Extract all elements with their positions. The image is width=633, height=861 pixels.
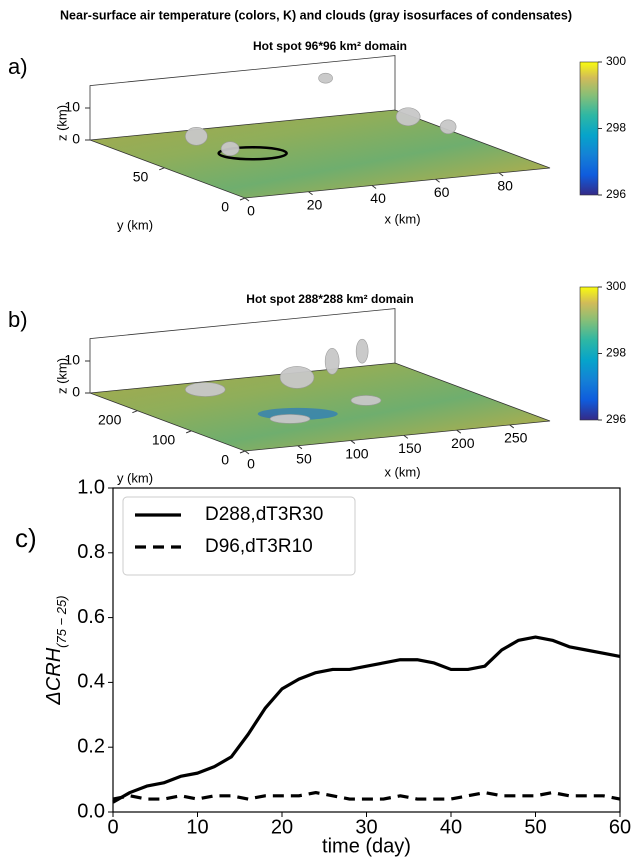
x-axis-label: time (day) <box>322 835 411 857</box>
y-tick-label: 0.0 <box>77 800 105 822</box>
x-tick-label: 150 <box>398 440 422 456</box>
x-tick-label: 80 <box>497 178 513 194</box>
colorbar <box>579 286 599 421</box>
colorbar <box>579 61 599 196</box>
y-tick <box>239 450 246 454</box>
x-tick <box>308 191 313 196</box>
x-tick <box>371 185 377 189</box>
x-tick <box>350 440 356 444</box>
cloud <box>220 141 240 156</box>
box-edge <box>89 308 396 393</box>
x-tick-label: 0 <box>247 456 255 472</box>
x-tick-label: 60 <box>434 184 450 200</box>
panel-label: c) <box>15 523 37 553</box>
y-tick-label: 100 <box>152 432 176 448</box>
x-tick-label: 40 <box>440 816 462 838</box>
z-tick-label: 0 <box>72 384 80 400</box>
x-tick-label: 0 <box>247 203 255 219</box>
plot-frame <box>112 487 621 813</box>
cloud <box>324 348 340 375</box>
cloud <box>350 395 382 406</box>
cloud <box>318 72 333 84</box>
y-axis-label: y (km) <box>117 217 153 232</box>
z-axis-label: z (km) <box>54 105 69 141</box>
panel-title: Hot spot 96*96 km² domain <box>253 39 407 53</box>
x-tick <box>297 445 303 450</box>
x-tick-label: 100 <box>345 445 369 461</box>
x-axis-label: x (km) <box>384 464 420 479</box>
x-tick-label: 50 <box>296 450 312 466</box>
x-tick <box>403 434 409 439</box>
x-tick-label: 0 <box>107 816 118 838</box>
x-tick-label: 20 <box>271 816 293 838</box>
x-tick-label: 50 <box>524 816 546 838</box>
cloud <box>185 127 208 146</box>
colorbar-tick-label: 300 <box>606 54 626 68</box>
y-tick-label: 200 <box>98 411 122 427</box>
x-tick <box>244 450 250 455</box>
x-tick-label: 250 <box>504 430 528 446</box>
x-tick-label: 200 <box>451 435 475 451</box>
panel-label: a) <box>8 54 28 79</box>
cloud <box>269 414 311 424</box>
colorbar-tick-label: 296 <box>606 187 626 201</box>
x-tick <box>509 424 515 429</box>
cloud <box>355 338 369 364</box>
cloud <box>439 119 457 135</box>
y-tick-label: 0.6 <box>77 606 105 628</box>
y-tick <box>159 167 165 171</box>
y-axis-label: y (km) <box>117 470 153 485</box>
y-tick-label: 50 <box>133 168 149 184</box>
x-tick-label: 30 <box>355 816 377 838</box>
box-edge <box>89 55 396 140</box>
z-tick-label: 10 <box>64 99 80 115</box>
y-tick-label: 1.0 <box>77 476 105 498</box>
y-tick <box>132 410 138 414</box>
y-tick-label: 0 <box>221 199 229 215</box>
cloud <box>184 382 226 397</box>
z-tick-label: 0 <box>72 131 80 147</box>
hot-spot-ring <box>217 146 288 161</box>
y-tick-label: 0.8 <box>77 541 105 563</box>
y-tick-label: 0 <box>221 452 229 468</box>
cloud <box>279 366 315 389</box>
series-line <box>112 790 621 801</box>
x-tick-label: 40 <box>370 190 386 206</box>
y-tick <box>239 197 246 201</box>
y-axis-label-main: ΔCRH <box>43 647 65 705</box>
x-tick <box>498 172 504 177</box>
x-tick <box>244 197 250 202</box>
colorbar-tick-label: 298 <box>606 121 626 135</box>
z-axis-label: z (km) <box>54 358 69 394</box>
y-axis-label: ΔCRH(75 − 25) <box>43 595 69 705</box>
floor-surface <box>89 109 551 199</box>
panel-label: b) <box>8 307 28 332</box>
cloud <box>395 107 421 127</box>
x-tick-label: 60 <box>609 816 631 838</box>
colorbar-tick-label: 300 <box>606 279 626 293</box>
colorbar-tick-label: 298 <box>606 346 626 360</box>
colorbar-tick-label: 296 <box>606 412 626 426</box>
y-tick-label: 0.4 <box>77 671 105 693</box>
x-tick <box>456 429 462 434</box>
series-line <box>112 635 621 804</box>
panel-title: Hot spot 288*288 km² domain <box>246 292 413 306</box>
y-tick-label: 0.2 <box>77 735 105 757</box>
legend-label: D288,dT3R30 <box>205 504 323 525</box>
z-tick-label: 10 <box>64 352 80 368</box>
legend-label: D96,dT3R10 <box>205 536 313 557</box>
y-tick <box>185 430 192 434</box>
x-tick-label: 10 <box>186 816 208 838</box>
figure-title: Near-surface air temperature (colors, K)… <box>60 8 572 22</box>
x-tick <box>435 178 440 183</box>
x-axis-label: x (km) <box>384 211 420 226</box>
y-axis-label-sub: (75 − 25) <box>54 595 69 647</box>
x-tick-label: 20 <box>307 196 323 212</box>
